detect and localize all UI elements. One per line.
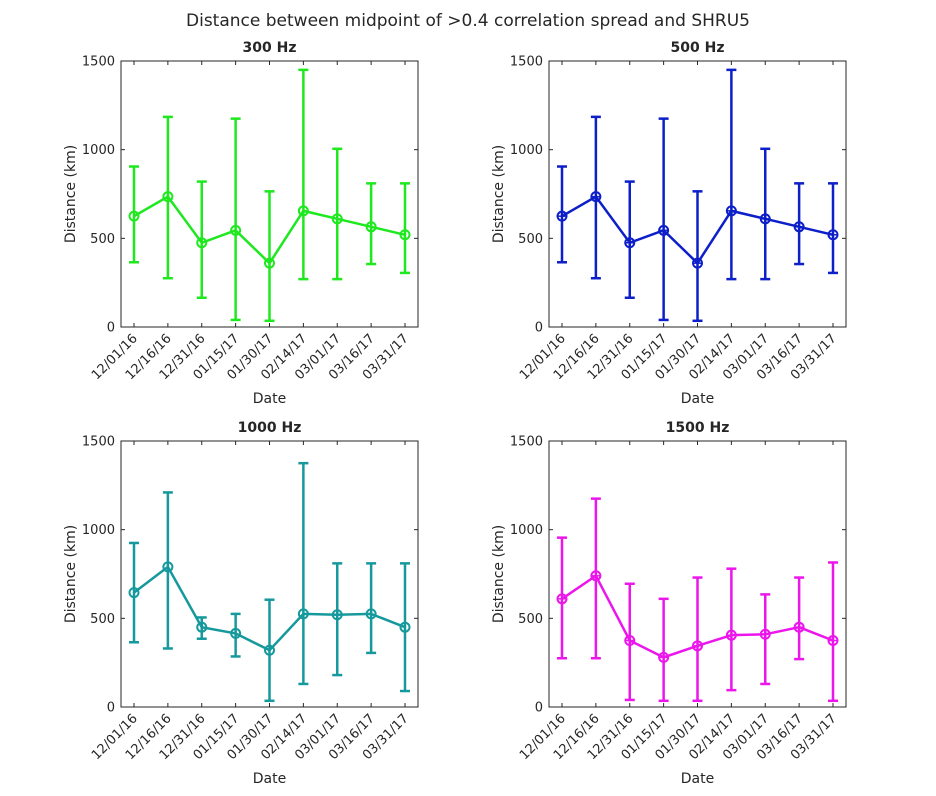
y-tick-label: 1000 [82, 523, 115, 538]
y-tick-label: 0 [107, 321, 115, 336]
data-point [162, 561, 174, 573]
panel-title: 1500 Hz [666, 420, 730, 436]
y-axis-label: Distance (km) [63, 145, 79, 243]
x-axis-label: Date [681, 391, 714, 407]
data-point [365, 221, 377, 233]
data-point [196, 237, 208, 249]
y-tick-label: 500 [90, 232, 115, 247]
panel-4: 05001000150012/01/1612/16/1612/31/1601/1… [491, 420, 847, 787]
y-tick-label: 0 [535, 701, 543, 716]
y-tick-label: 1500 [510, 435, 543, 450]
y-tick-label: 500 [518, 232, 543, 247]
y-tick-label: 500 [90, 612, 115, 627]
data-point [230, 224, 242, 236]
panel-title: 1000 Hz [238, 420, 302, 436]
x-axis-label: Date [681, 771, 714, 787]
y-axis-label: Distance (km) [491, 525, 507, 623]
panel-title: 500 Hz [671, 40, 725, 56]
data-point [128, 587, 140, 599]
y-tick-label: 1000 [510, 523, 543, 538]
y-axis-label: Distance (km) [63, 525, 79, 623]
data-point [331, 609, 343, 621]
data-point [128, 210, 140, 222]
panel-title: 300 Hz [243, 40, 297, 56]
data-point [399, 229, 411, 241]
data-point [264, 257, 275, 269]
x-axis-label: Date [253, 391, 286, 407]
panel-3: 05001000150012/01/1612/16/1612/31/1601/1… [63, 420, 419, 787]
y-tick-label: 1500 [82, 55, 115, 70]
data-point [331, 213, 343, 225]
data-point [196, 621, 208, 633]
y-tick-label: 0 [107, 701, 115, 716]
y-tick-label: 1500 [510, 55, 543, 70]
panel-2: 05001000150012/01/1612/16/1612/31/1601/1… [491, 40, 847, 407]
panel-1: 05001000150012/01/1612/16/1612/31/1601/1… [63, 40, 419, 407]
data-point [365, 608, 377, 620]
y-tick-label: 500 [518, 612, 543, 627]
y-tick-label: 0 [535, 321, 543, 336]
data-point [297, 608, 309, 620]
data-point [162, 191, 174, 203]
data-point [264, 644, 275, 656]
x-axis-label: Date [253, 771, 286, 787]
series-line [133, 195, 406, 266]
data-point [230, 627, 242, 639]
data-point [399, 621, 411, 633]
series-line [133, 565, 406, 652]
y-axis-label: Distance (km) [491, 145, 507, 243]
data-point [297, 205, 309, 217]
figure-title: Distance between midpoint of >0.4 correl… [186, 11, 750, 31]
y-tick-label: 1000 [82, 143, 115, 158]
y-tick-label: 1000 [510, 143, 543, 158]
y-tick-label: 1500 [82, 435, 115, 450]
